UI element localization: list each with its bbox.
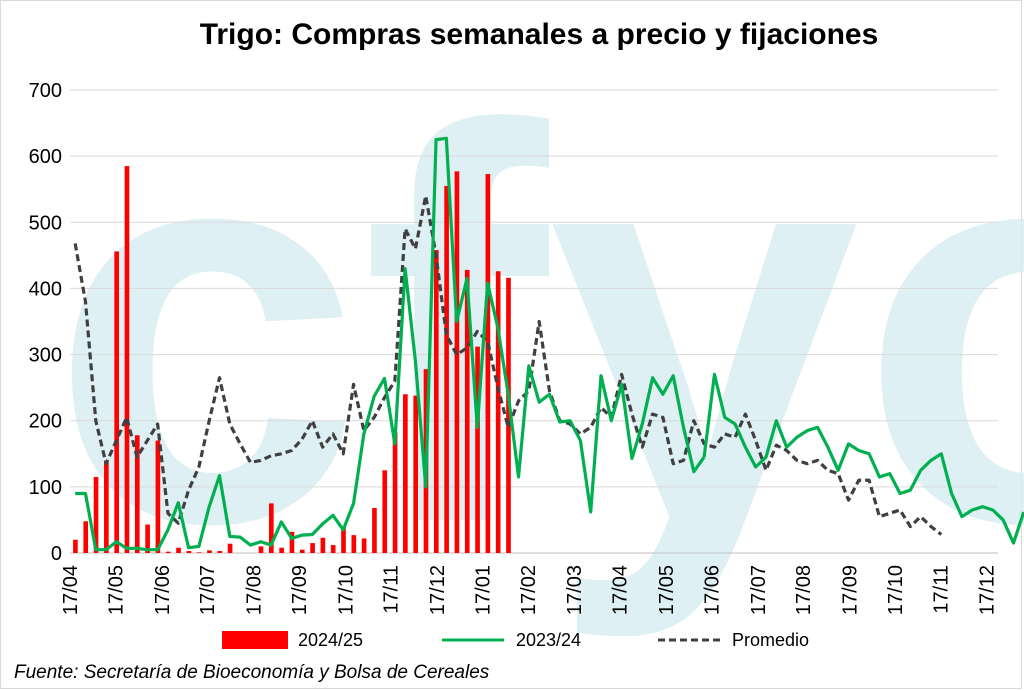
x-tick-label: 17/08 xyxy=(793,565,815,615)
bar xyxy=(73,540,78,553)
bar xyxy=(496,271,501,553)
legend-item-2023-24: 2023/24 xyxy=(440,626,581,654)
bar xyxy=(279,548,284,553)
y-tick-label: 700 xyxy=(29,80,62,102)
legend-swatch-bar xyxy=(222,631,288,649)
x-tick-label: 17/09 xyxy=(840,565,862,615)
bar xyxy=(362,538,367,553)
x-tick-label: 17/11 xyxy=(930,565,952,614)
y-tick-label: 100 xyxy=(29,477,62,499)
legend-label-2024-25: 2024/25 xyxy=(298,630,363,651)
x-tick-label: 17/07 xyxy=(748,565,770,615)
bar xyxy=(393,432,398,553)
bar xyxy=(475,347,480,553)
x-tick-label: 17/07 xyxy=(197,565,219,615)
x-tick-label: 17/05 xyxy=(105,565,127,615)
bar xyxy=(351,535,356,553)
x-tick-label: 17/12 xyxy=(427,565,449,615)
x-axis: 17/04 17/05 17/06 17/07 17/08 17/09 17/10 17/11… xyxy=(60,565,999,615)
bar xyxy=(83,521,88,553)
legend-label-2023-24: 2023/24 xyxy=(516,630,581,651)
bar xyxy=(176,548,181,553)
x-tick-label: 17/06 xyxy=(701,565,723,615)
bar xyxy=(228,544,233,553)
legend-label-promedio: Promedio xyxy=(732,630,809,651)
bar xyxy=(455,171,460,553)
bar xyxy=(331,545,336,553)
source-note: Fuente: Secretaría de Bioeconomía y Bols… xyxy=(14,662,489,684)
x-tick-label: 17/06 xyxy=(152,565,174,615)
bar xyxy=(166,552,171,553)
x-tick-label: 17/04 xyxy=(610,565,632,615)
legend-item-2024-25: 2024/25 xyxy=(222,626,363,654)
bar xyxy=(197,552,202,553)
y-tick-label: 400 xyxy=(29,278,62,300)
x-tick-label: 17/12 xyxy=(977,565,999,615)
bar xyxy=(300,550,305,553)
bar xyxy=(207,550,212,553)
x-tick-label: 17/10 xyxy=(335,565,357,615)
x-tick-label: 17/03 xyxy=(564,565,586,615)
legend: 2024/25 2023/24 Promedio xyxy=(0,626,1024,654)
bar xyxy=(444,186,449,553)
legend-swatch-line xyxy=(440,626,506,654)
y-tick-label: 300 xyxy=(29,345,62,367)
bar xyxy=(486,174,491,553)
bar xyxy=(310,543,315,553)
x-tick-label: 17/09 xyxy=(289,565,311,615)
y-tick-label: 0 xyxy=(51,543,62,565)
legend-swatch-dashed xyxy=(656,626,722,654)
x-tick-label: 17/11 xyxy=(381,565,403,614)
bar xyxy=(187,551,192,553)
x-tick-label: 17/01 xyxy=(472,565,494,615)
bar xyxy=(413,396,418,553)
bar xyxy=(434,250,439,553)
bar xyxy=(372,508,377,553)
y-tick-label: 200 xyxy=(29,411,62,433)
y-tick-label: 600 xyxy=(29,146,62,168)
bar xyxy=(321,538,326,553)
y-tick-label: 500 xyxy=(29,212,62,234)
x-tick-label: 17/10 xyxy=(885,565,907,615)
x-tick-label: 17/08 xyxy=(244,565,266,615)
bar xyxy=(217,551,222,553)
bar xyxy=(259,546,264,553)
bar xyxy=(114,251,119,553)
x-tick-label: 17/05 xyxy=(656,565,678,615)
x-tick-label: 17/02 xyxy=(518,565,540,615)
bar xyxy=(382,470,387,553)
bar xyxy=(156,441,161,553)
bar xyxy=(403,394,408,553)
bar xyxy=(104,460,109,553)
x-tick-label: 17/04 xyxy=(60,565,82,615)
bar xyxy=(125,166,130,553)
legend-item-promedio: Promedio xyxy=(656,626,809,654)
